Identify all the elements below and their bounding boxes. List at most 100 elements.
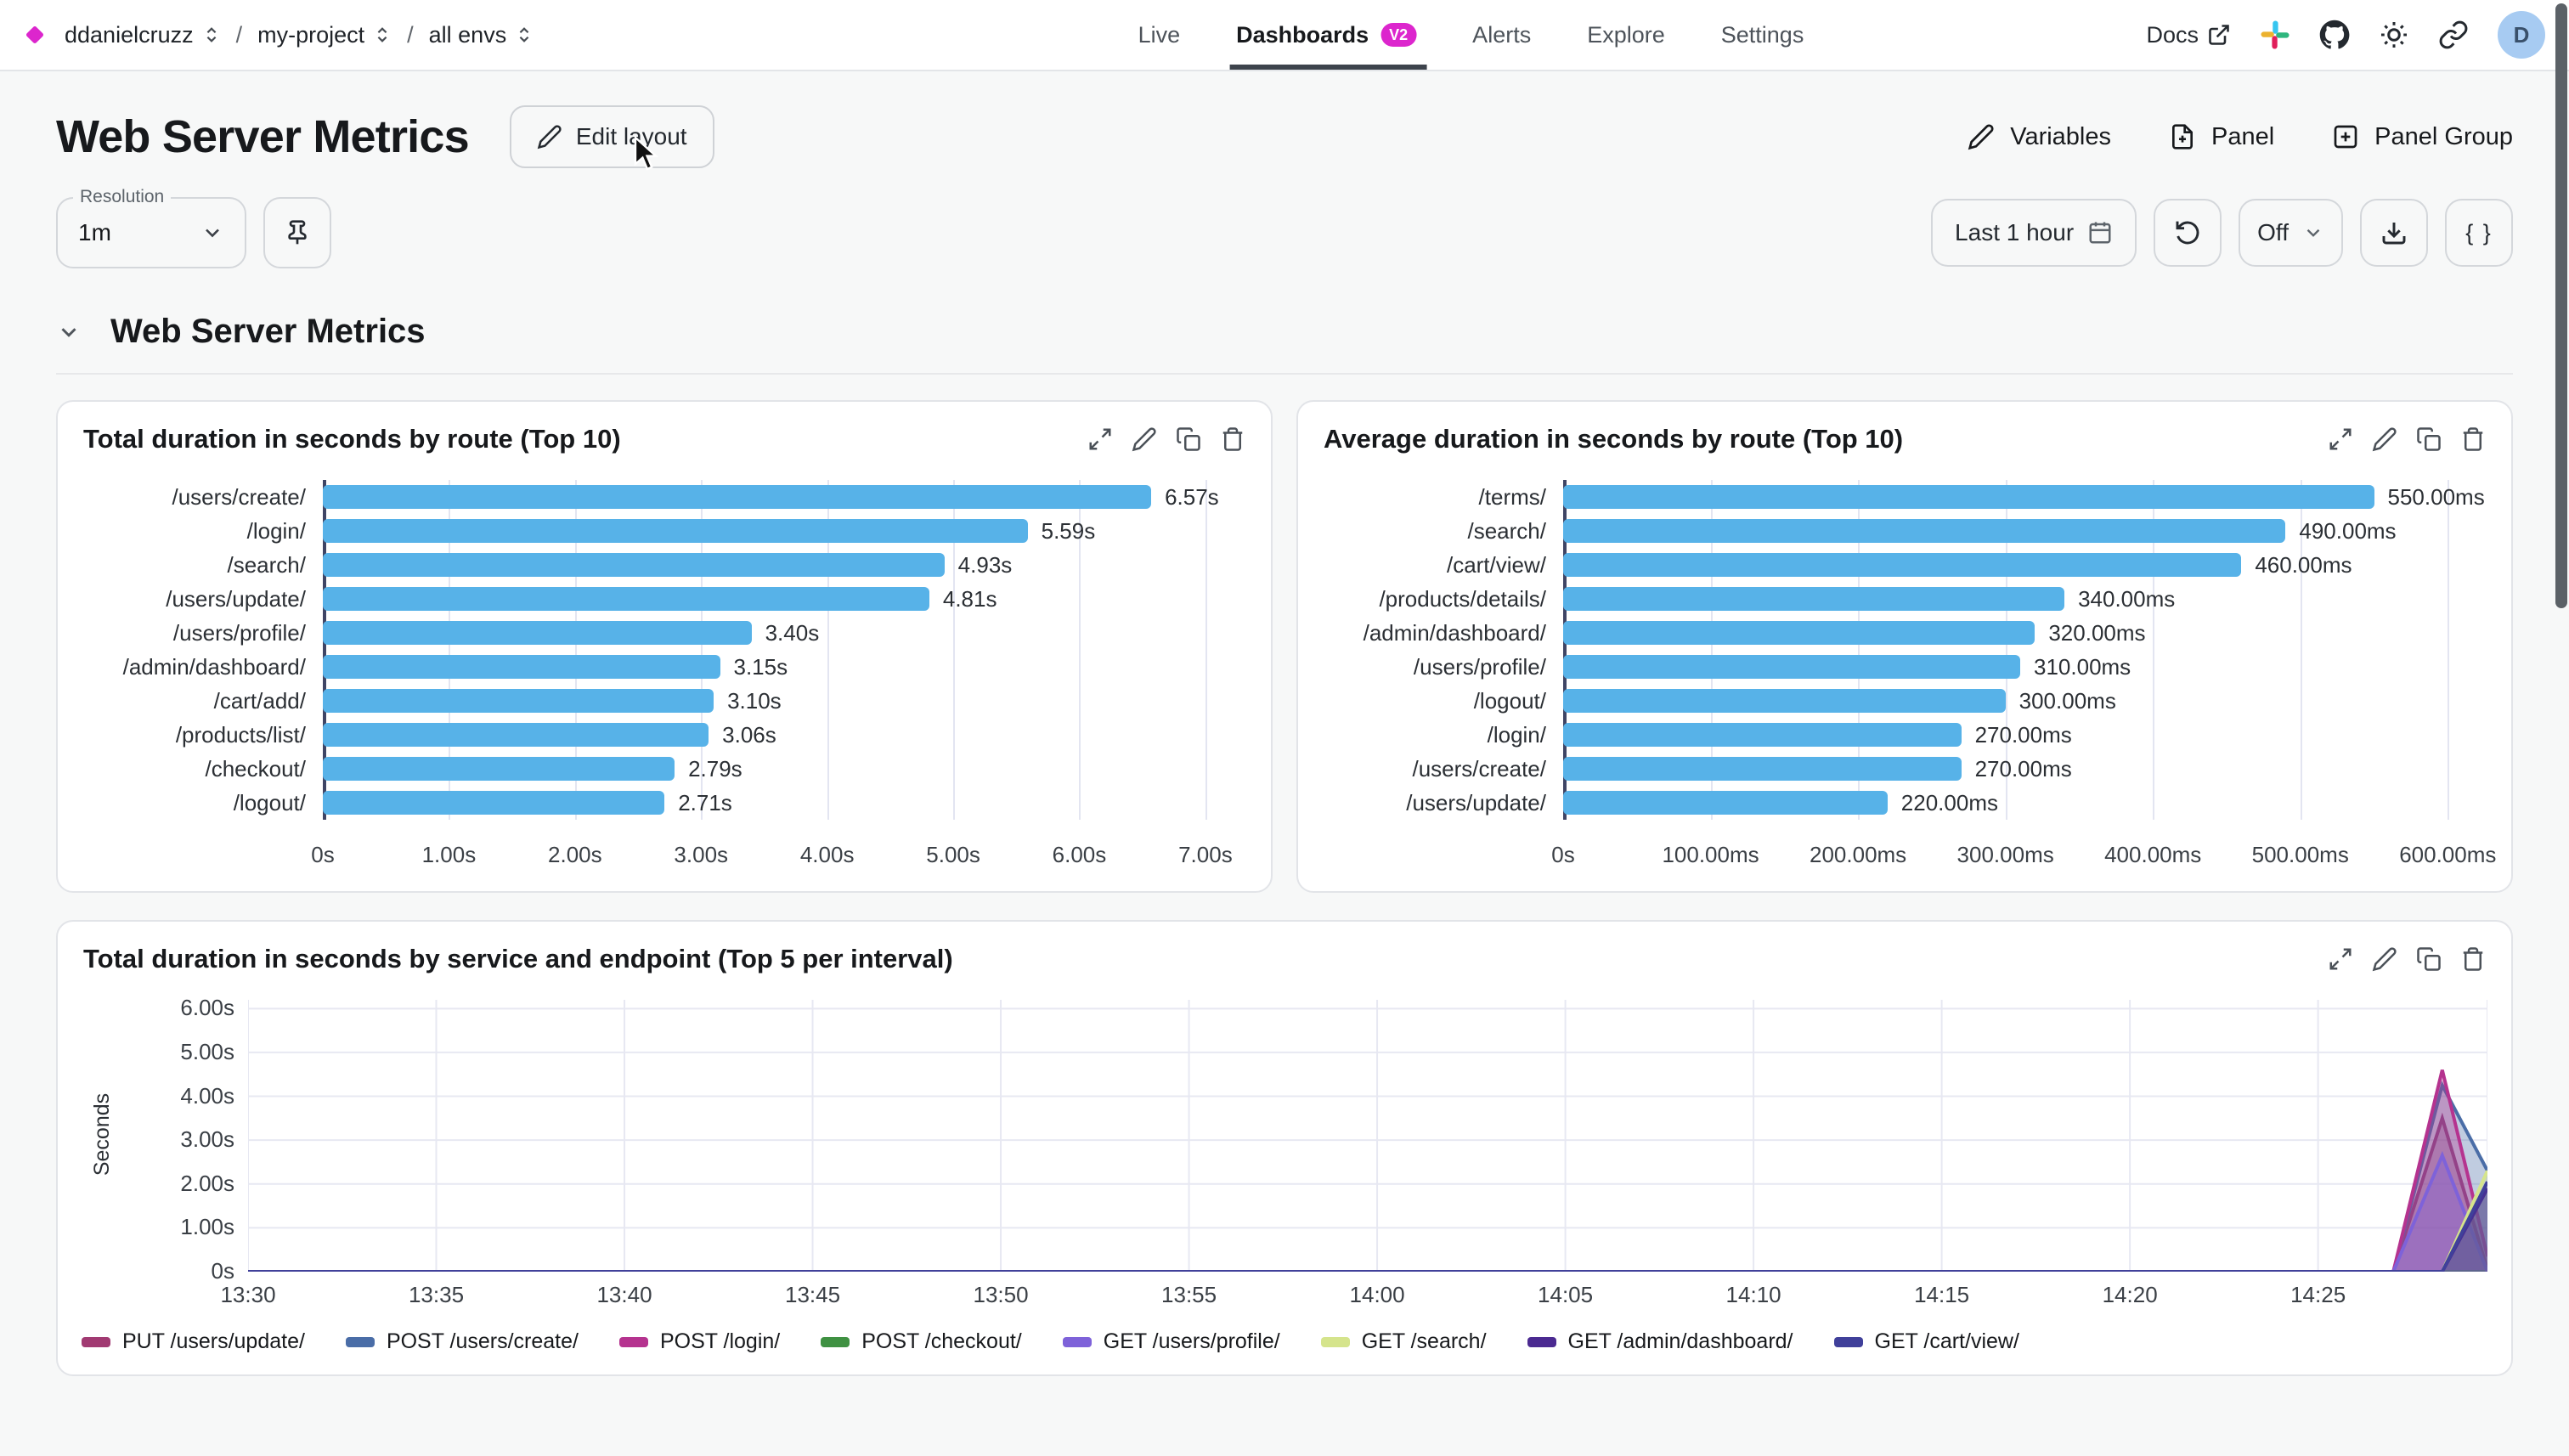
panel-title: Total duration in seconds by service and… xyxy=(83,944,953,973)
axis-tick-label: 1.00s xyxy=(421,842,477,867)
bar xyxy=(323,519,1028,543)
legend-item[interactable]: POST /login/ xyxy=(618,1329,780,1354)
file-plus-icon xyxy=(2172,124,2193,150)
axis-tick-label: 13:50 xyxy=(973,1282,1029,1307)
legend-swatch xyxy=(821,1336,850,1347)
time-range-button[interactable]: Last 1 hour xyxy=(1931,199,2137,267)
time-range-label: Last 1 hour xyxy=(1955,219,2075,245)
bar xyxy=(323,587,929,611)
bar-row: /users/update/4.81s xyxy=(68,582,1237,616)
legend-item[interactable]: PUT /users/update/ xyxy=(82,1329,305,1354)
slack-icon[interactable] xyxy=(2260,20,2290,50)
json-view-button[interactable]: { } xyxy=(2445,199,2513,267)
expand-icon[interactable] xyxy=(1087,426,1113,452)
legend-label: POST /users/create/ xyxy=(386,1329,579,1353)
panel-duration-by-service-endpoint: Total duration in seconds by service and… xyxy=(56,920,2513,1376)
breadcrumb-separator: / xyxy=(235,21,243,48)
tab-explore[interactable]: Explore xyxy=(1587,0,1665,70)
breadcrumb-org[interactable]: ddanielcruzz xyxy=(65,22,221,48)
add-panel-button[interactable]: Panel xyxy=(2169,123,2274,151)
edit-icon[interactable] xyxy=(2372,946,2397,972)
panel-actions xyxy=(2328,946,2486,972)
bar-row: /cart/view/460.00ms xyxy=(1308,548,2477,582)
legend-item[interactable]: POST /checkout/ xyxy=(821,1329,1022,1354)
dashboard-toolbar: Resolution 1m Last 1 hour Off { } xyxy=(56,187,2513,268)
axis-tick-label: 13:55 xyxy=(1161,1282,1217,1307)
delete-icon[interactable] xyxy=(1220,426,1245,452)
axis-tick-label: 300.00ms xyxy=(1956,842,2054,867)
legend-item[interactable]: GET /search/ xyxy=(1320,1329,1487,1354)
bar-category-label: /search/ xyxy=(1467,517,1547,544)
axis-tick-label: 7.00s xyxy=(1178,842,1233,867)
breadcrumb-project-label: my-project xyxy=(257,21,365,48)
resolution-select[interactable]: Resolution 1m xyxy=(56,187,246,268)
copy-icon[interactable] xyxy=(1176,426,1201,452)
pin-button[interactable] xyxy=(263,197,331,268)
bar xyxy=(323,621,752,645)
legend-item[interactable]: POST /users/create/ xyxy=(345,1329,579,1354)
bar xyxy=(323,791,665,815)
panel-actions xyxy=(1087,426,1245,452)
docs-link[interactable]: Docs xyxy=(2146,22,2231,48)
bar-category-label: /logout/ xyxy=(1473,687,1546,714)
tab-live[interactable]: Live xyxy=(1138,0,1181,70)
bar-row: /products/details/340.00ms xyxy=(1308,582,2477,616)
avatar[interactable]: D xyxy=(2498,11,2545,59)
bar-row: /cart/add/3.10s xyxy=(68,684,1237,718)
section-header[interactable]: Web Server Metrics xyxy=(56,313,2513,375)
breadcrumb-project[interactable]: my-project xyxy=(257,22,392,48)
page-header: Web Server Metrics Edit layout Variables… xyxy=(56,105,2513,171)
bar-track: 6.57s xyxy=(323,480,1237,514)
bar-value-label: 300.00ms xyxy=(2019,688,2116,714)
bar-track: 4.93s xyxy=(323,548,1237,582)
edit-layout-button[interactable]: Edit layout xyxy=(509,105,714,171)
breadcrumb: ddanielcruzz / my-project / all envs xyxy=(24,22,534,48)
legend-swatch xyxy=(82,1336,110,1347)
axis-tick-label: 6.00s xyxy=(180,995,234,1021)
avatar-initial: D xyxy=(2513,21,2530,48)
bar xyxy=(1563,587,2065,611)
variables-button[interactable]: Variables xyxy=(1968,123,2111,151)
bar-value-label: 2.79s xyxy=(688,756,742,782)
tab-alerts[interactable]: Alerts xyxy=(1472,0,1531,70)
axis-tick-label: 200.00ms xyxy=(1810,842,1907,867)
bar-row: /products/list/3.06s xyxy=(68,718,1237,752)
breadcrumb-env[interactable]: all envs xyxy=(429,22,534,48)
legend-item[interactable]: GET /admin/dashboard/ xyxy=(1527,1329,1793,1354)
bar-track: 3.15s xyxy=(323,650,1237,684)
edit-icon[interactable] xyxy=(1132,426,1157,452)
expand-icon[interactable] xyxy=(2328,946,2353,972)
copy-icon[interactable] xyxy=(2416,946,2442,972)
link-icon[interactable] xyxy=(2438,20,2469,50)
bar-row: /search/4.93s xyxy=(68,548,1237,582)
tab-dashboards[interactable]: Dashboards V2 xyxy=(1229,0,1427,70)
sun-icon[interactable] xyxy=(2379,20,2409,50)
legend-item[interactable]: GET /users/profile/ xyxy=(1062,1329,1280,1354)
bar-track: 3.40s xyxy=(323,616,1237,650)
tab-label: Live xyxy=(1138,21,1181,48)
legend-item[interactable]: GET /cart/view/ xyxy=(1833,1329,2019,1354)
bar-row: /search/490.00ms xyxy=(1308,514,2477,548)
axis-tick-label: 1.00s xyxy=(180,1214,234,1240)
breadcrumb-org-label: ddanielcruzz xyxy=(65,21,194,48)
delete-icon[interactable] xyxy=(2460,946,2486,972)
download-button[interactable] xyxy=(2360,199,2428,267)
github-icon[interactable] xyxy=(2319,20,2350,50)
delete-icon[interactable] xyxy=(2460,426,2486,452)
tab-label: Alerts xyxy=(1472,21,1532,48)
tab-settings[interactable]: Settings xyxy=(1721,0,1804,70)
copy-icon[interactable] xyxy=(2416,426,2442,452)
auto-refresh-select[interactable]: Off xyxy=(2239,199,2343,267)
vertical-scrollbar[interactable] xyxy=(2555,3,2567,608)
legend-label: POST /checkout/ xyxy=(861,1329,1022,1353)
add-panel-group-button[interactable]: Panel Group xyxy=(2332,123,2513,151)
bar-row: /users/profile/310.00ms xyxy=(1308,650,2477,684)
refresh-button[interactable] xyxy=(2154,199,2222,267)
edit-icon[interactable] xyxy=(2372,426,2397,452)
bar-value-label: 320.00ms xyxy=(2048,620,2146,646)
bar-chart-total-duration: /users/create/6.57s/login/5.59s/search/4… xyxy=(58,470,1271,891)
expand-icon[interactable] xyxy=(2328,426,2353,452)
bar-row: /users/create/270.00ms xyxy=(1308,752,2477,786)
legend-label: PUT /users/update/ xyxy=(122,1329,305,1353)
bar-value-label: 460.00ms xyxy=(2255,552,2352,578)
